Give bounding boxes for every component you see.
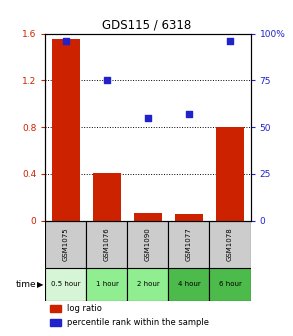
Text: GSM1075: GSM1075 (63, 227, 69, 261)
Text: GSM1076: GSM1076 (104, 227, 110, 261)
Text: 2 hour: 2 hour (137, 281, 159, 287)
Point (146, 115, 150, 121)
Bar (93, 173, 121, 221)
Bar (134, 213, 162, 221)
Text: 1 hour: 1 hour (96, 281, 118, 287)
Bar (168, 267, 209, 301)
Point (105, 78, 109, 83)
Text: ▶: ▶ (38, 280, 44, 289)
Text: GDS115 / 6318: GDS115 / 6318 (102, 19, 191, 32)
Bar (50, 305, 61, 312)
Bar (209, 267, 251, 301)
Bar (168, 221, 209, 267)
Bar (216, 127, 244, 221)
Bar (209, 221, 251, 267)
Text: GSM1078: GSM1078 (227, 227, 233, 261)
Text: log ratio: log ratio (67, 304, 102, 313)
Bar (175, 214, 203, 221)
Text: percentile rank within the sample: percentile rank within the sample (67, 318, 209, 327)
Bar (127, 221, 168, 267)
Bar (45, 267, 86, 301)
Bar (52, 39, 80, 221)
Bar (45, 221, 86, 267)
Text: time: time (16, 280, 37, 289)
Text: 4 hour: 4 hour (178, 281, 200, 287)
Text: 0.5 hour: 0.5 hour (51, 281, 81, 287)
Text: GSM1090: GSM1090 (145, 227, 151, 261)
Point (187, 111, 191, 117)
Text: GSM1077: GSM1077 (186, 227, 192, 261)
Bar (86, 221, 127, 267)
Point (64, 38, 68, 44)
Bar (86, 267, 127, 301)
Text: 6 hour: 6 hour (219, 281, 241, 287)
Bar (127, 267, 168, 301)
Bar (50, 319, 61, 327)
Point (228, 38, 232, 44)
